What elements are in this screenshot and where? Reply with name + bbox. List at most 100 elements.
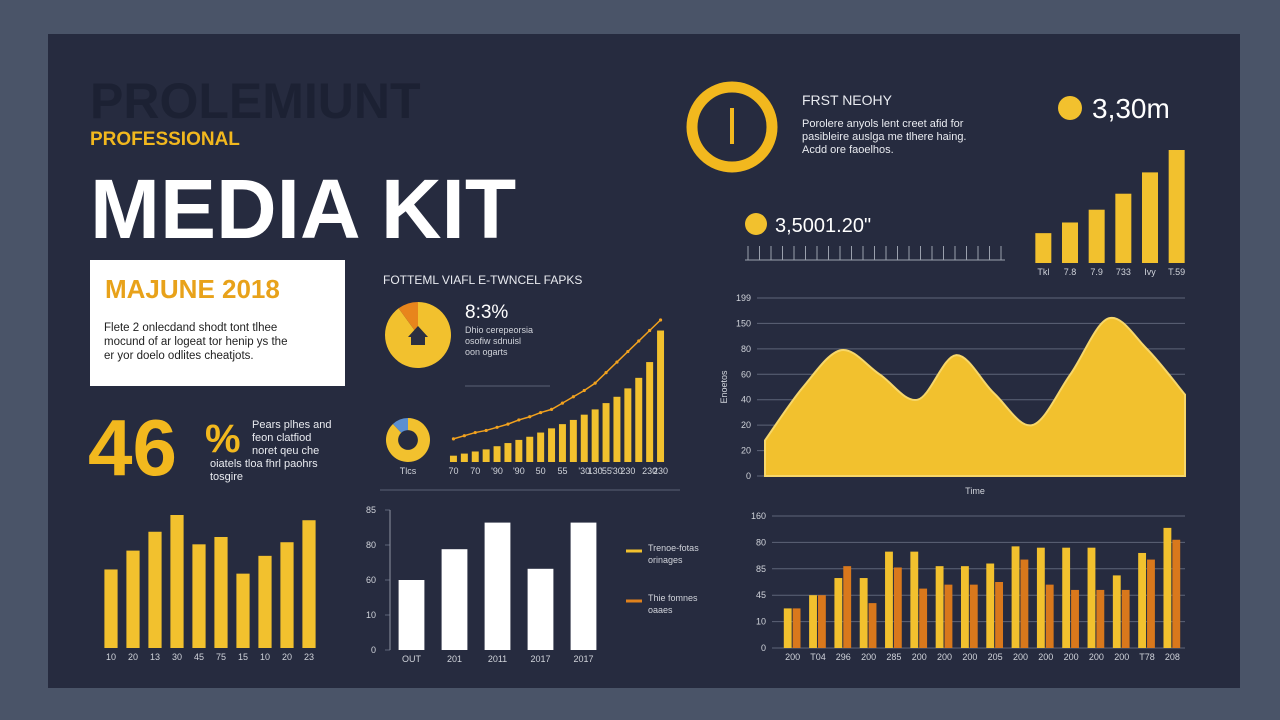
- donut-hole: [398, 430, 418, 450]
- bar: [1121, 589, 1130, 648]
- bar: [1045, 584, 1054, 648]
- bar: [527, 568, 554, 650]
- x-tick-label: 70: [448, 466, 458, 476]
- trend-dot: [648, 328, 652, 333]
- trend-dot: [604, 370, 608, 375]
- date-text: mocund of ar logeat tor henip ys the: [104, 336, 287, 348]
- bar: [868, 603, 877, 648]
- stat-text: tosgire: [210, 471, 243, 483]
- trend-line: [453, 319, 662, 440]
- bar: [624, 388, 632, 462]
- x-tick-label: 130: [588, 466, 603, 476]
- stat-value: 46: [88, 403, 177, 492]
- bar: [126, 550, 140, 648]
- pie-text: osofiw sdnuisl: [465, 336, 521, 346]
- x-tick-label: 208: [1165, 652, 1180, 662]
- x-tick-label: '30: [611, 466, 623, 476]
- kicker: PROFESSIONAL: [90, 129, 240, 150]
- trend-dot: [582, 388, 586, 393]
- y-tick-label: 0: [371, 645, 376, 655]
- bar: [1020, 559, 1029, 648]
- x-tick-label: 200: [1013, 652, 1028, 662]
- stat-text: oiatels tloa fhrl paohrs: [210, 458, 318, 470]
- x-tick-label: 296: [836, 652, 851, 662]
- y-tick-label: 40: [741, 395, 751, 405]
- x-tick-label: 10: [260, 652, 270, 662]
- trend-dot: [462, 434, 466, 438]
- bar: [657, 330, 665, 462]
- y-tick-label: 199: [736, 293, 751, 303]
- bar: [471, 451, 479, 462]
- y-tick-label: 10: [756, 617, 766, 627]
- x-tick-label: 200: [1089, 652, 1104, 662]
- date-title: MAJUNE 2018: [105, 274, 280, 304]
- x-tick-label: 201: [447, 654, 462, 664]
- bar: [885, 551, 893, 648]
- y-tick-label: 80: [756, 537, 766, 547]
- bar: [1036, 547, 1045, 648]
- x-tick-label: T04: [810, 652, 826, 662]
- main-title: MEDIA KIT: [90, 162, 516, 256]
- kpi-value: 3,5001.20": [775, 215, 871, 237]
- x-tick-label: '90: [513, 466, 525, 476]
- bar: [214, 536, 228, 648]
- x-tick-label: T78: [1139, 652, 1155, 662]
- y-tick-label: 20: [741, 446, 751, 456]
- x-tick-label: T.59: [1168, 267, 1185, 277]
- bar: [441, 549, 468, 650]
- x-tick-label: '30: [578, 466, 590, 476]
- bar: [1096, 589, 1105, 648]
- feature-text: pasibleire auslga me tlhere haing.: [802, 131, 967, 143]
- bar: [809, 595, 817, 648]
- bar: [944, 584, 953, 648]
- bar: [1062, 222, 1078, 263]
- bar: [935, 566, 944, 648]
- x-tick-label: OUT: [402, 654, 422, 664]
- pie-text: oon ogarts: [465, 347, 508, 357]
- pie-slice: [398, 302, 418, 335]
- bar: [995, 582, 1004, 648]
- bar: [1011, 546, 1020, 648]
- trend-dot: [560, 401, 565, 405]
- ring-icon: [686, 81, 778, 173]
- bar: [526, 436, 534, 462]
- bar: [960, 566, 969, 648]
- stat-text: Pears plhes and: [252, 419, 332, 431]
- house-icon: [408, 326, 428, 345]
- x-tick-label: 15: [238, 652, 248, 662]
- bar: [504, 443, 512, 462]
- x-tick-label: 230: [620, 466, 635, 476]
- bar: [548, 428, 556, 462]
- bar: [482, 449, 490, 462]
- bar: [986, 563, 995, 648]
- bar: [1163, 527, 1172, 648]
- area: [764, 316, 1186, 477]
- x-tick-label: Ivy: [1144, 267, 1156, 277]
- x-tick-label: 733: [1116, 267, 1131, 277]
- trend-dot: [637, 339, 641, 343]
- x-tick-label: 7.8: [1064, 267, 1077, 277]
- x-tick-label: 70: [470, 466, 480, 476]
- trend-dot: [615, 360, 619, 364]
- y-tick-label: 80: [741, 344, 751, 354]
- bar: [919, 588, 928, 648]
- bar: [1087, 547, 1096, 648]
- x-tick-label: 55: [557, 466, 567, 476]
- bar: [570, 522, 597, 650]
- x-tick-label: 200: [912, 652, 927, 662]
- bar: [537, 432, 545, 462]
- bar: [1138, 552, 1147, 648]
- legend-text: Trenoe-fotas: [648, 543, 699, 553]
- kpi-dot: [1058, 96, 1082, 120]
- bar: [449, 455, 457, 462]
- bar: [104, 569, 118, 648]
- bar: [569, 419, 577, 462]
- x-tick-label: 2017: [530, 654, 550, 664]
- trend-dot: [626, 349, 630, 354]
- y-axis-label: Enoetos: [719, 370, 729, 404]
- bar: [1142, 172, 1158, 263]
- x-tick-label: 20: [128, 652, 138, 662]
- trend-dot: [495, 425, 499, 429]
- y-tick-label: 80: [366, 540, 376, 550]
- kpi-value: 3,30m: [1092, 93, 1170, 124]
